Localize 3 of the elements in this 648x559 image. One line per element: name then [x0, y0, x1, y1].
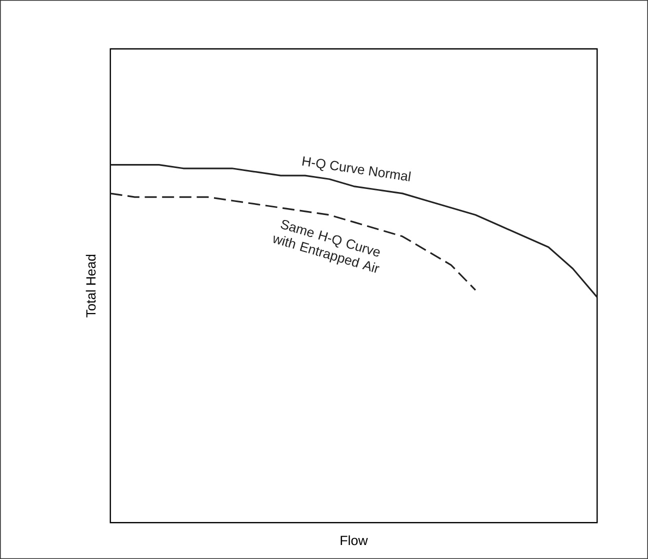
text: H-Q Curve Normal [302, 156, 411, 182]
y-axis-title: Total Head [86, 254, 96, 318]
x-axis-title: Flow [340, 535, 368, 546]
